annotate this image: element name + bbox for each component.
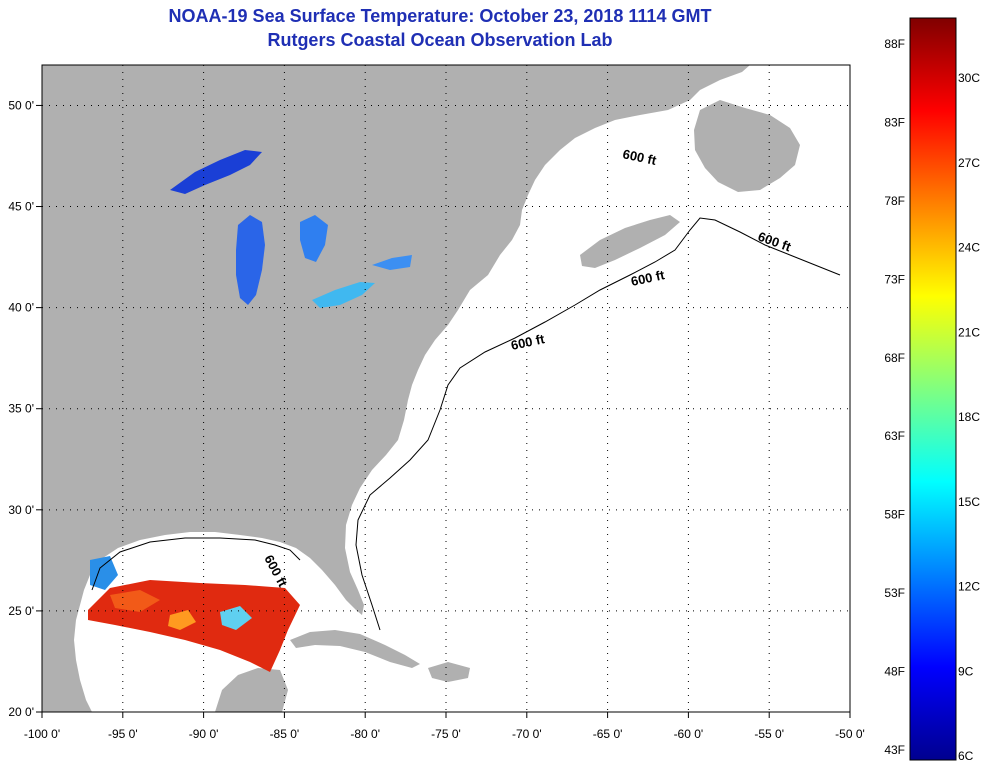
- lon-tick-label: -85 0': [270, 727, 300, 741]
- colorbar-c-label: 9C: [958, 664, 974, 678]
- lon-tick-label: -100 0': [24, 727, 60, 741]
- lat-tick-label: 40 0': [8, 301, 34, 315]
- land-north-america: [42, 65, 750, 712]
- land-hispaniola: [428, 662, 470, 682]
- lon-tick-label: -70 0': [512, 727, 542, 741]
- colorbar-c-label: 30C: [958, 71, 980, 85]
- colorbar-f-label: 68F: [884, 351, 905, 365]
- colorbar-c-label: 12C: [958, 580, 980, 594]
- colorbar-f-label: 43F: [884, 743, 905, 757]
- colorbar-f-label: 58F: [884, 508, 905, 522]
- colorbar-ramp: [909, 17, 957, 761]
- colorbar-f-label: 88F: [884, 37, 905, 51]
- lat-tick-label: 45 0': [8, 200, 34, 214]
- colorbar-c-label: 15C: [958, 495, 980, 509]
- lon-tick-label: -95 0': [108, 727, 138, 741]
- map-title: NOAA-19 Sea Surface Temperature: October…: [168, 6, 712, 26]
- colorbar-f-label: 63F: [884, 429, 905, 443]
- land-yucatan: [215, 668, 288, 712]
- lon-tick-label: -55 0': [754, 727, 784, 741]
- contour-600ft: [91, 217, 841, 631]
- lon-tick-label: -90 0': [189, 727, 219, 741]
- contour-label-3: 600 ft: [630, 267, 667, 289]
- lat-tick-label: 50 0': [8, 98, 34, 112]
- gridlines: [42, 65, 850, 712]
- colorbar-f-label: 83F: [884, 115, 905, 129]
- lon-tick-label: -80 0': [350, 727, 380, 741]
- lon-tick-label: -75 0': [431, 727, 461, 741]
- colorbar: 88F 83F 78F 73F 68F 63F 58F 53F 48F 43F 30C 27C 24C 2…: [884, 17, 980, 763]
- colorbar-f-label: 78F: [884, 194, 905, 208]
- lat-tick-label: 35 0': [8, 402, 34, 416]
- colorbar-f-label: 48F: [884, 665, 905, 679]
- lat-tick-label: 25 0': [8, 604, 34, 618]
- lat-tick-label: 30 0': [8, 503, 34, 517]
- colorbar-f-label: 53F: [884, 586, 905, 600]
- great-lakes: [170, 150, 412, 308]
- axis-ticks: -100 0' -95 0' -90 0' -85 0' -80 0' -75 0' -70…: [8, 98, 864, 741]
- colorbar-c-label: 21C: [958, 325, 980, 339]
- map-subtitle: Rutgers Coastal Ocean Observation Lab: [267, 30, 613, 50]
- lat-tick-label: 20 0': [8, 705, 34, 719]
- colorbar-c-label: 27C: [958, 156, 980, 170]
- colorbar-c-label: 6C: [958, 749, 974, 763]
- gulf-sst-swath: [88, 556, 300, 672]
- colorbar-c-label: 18C: [958, 410, 980, 424]
- land-nova-scotia: [580, 215, 680, 268]
- lon-tick-label: -65 0': [593, 727, 623, 741]
- contour-label-1: 600 ft: [621, 146, 658, 168]
- contour-label-4: 600 ft: [510, 331, 547, 353]
- land-newfoundland: [694, 100, 800, 192]
- colorbar-f-label: 73F: [884, 272, 905, 286]
- lon-tick-label: -50 0': [835, 727, 865, 741]
- lon-tick-label: -60 0': [674, 727, 704, 741]
- colorbar-c-label: 24C: [958, 241, 980, 255]
- land-cuba: [290, 630, 420, 668]
